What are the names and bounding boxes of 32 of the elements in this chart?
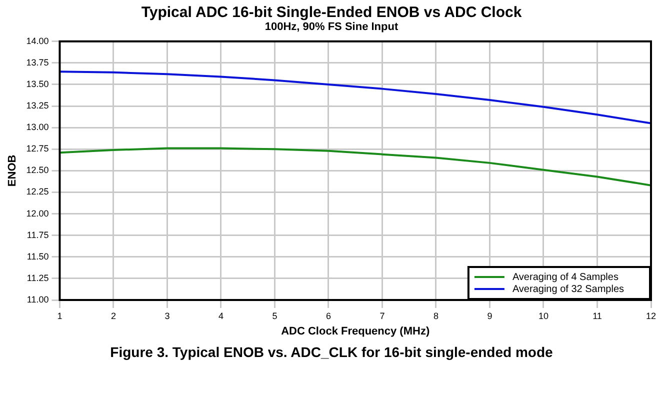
x-tick-label: 1 [57, 310, 62, 321]
x-tick-label: 4 [218, 310, 224, 321]
y-tick-label: 13.50 [26, 78, 49, 89]
x-tick-label: 3 [164, 310, 170, 321]
x-tick-label: 7 [380, 310, 385, 321]
caption: Figure 3. Typical ENOB vs. ADC_CLK for 16-bit single-ended mode [109, 344, 554, 360]
x-tick-label: 8 [433, 310, 438, 321]
y-tick-label: 13.00 [26, 122, 49, 132]
x-tick-label: 12 [646, 310, 656, 321]
y-tick-label: 13.75 [26, 57, 49, 68]
chart-subtitle: 100Hz, 90% FS Sine Input [264, 21, 400, 33]
y-tick-label: 11.00 [26, 294, 49, 304]
y-tick-label: 11.50 [26, 251, 49, 262]
y-tick-label: 11.25 [26, 272, 49, 283]
y-tick-label: 13.25 [26, 100, 49, 111]
x-tick-label: 2 [110, 310, 116, 321]
y-tick-label: 12.25 [26, 186, 49, 197]
y-tick-label: 14.00 [26, 36, 49, 46]
legend-label: Averaging of 32 Samples [512, 284, 624, 295]
x-tick-label: 5 [272, 310, 278, 321]
x-tick-label: 6 [326, 310, 331, 321]
x-axis-title: ADC Clock Frequency (MHz) [281, 325, 430, 338]
x-tick-label: 11 [592, 310, 602, 321]
y-tick-label: 12.75 [26, 144, 49, 154]
y-tick-label: 12.50 [26, 165, 49, 176]
y-axis-title: ENOB [6, 154, 19, 187]
x-tick-label: 9 [487, 310, 492, 321]
chart-title: Typical ADC 16-bit Single-Ended ENOB vs ADC Clock [140, 4, 523, 21]
y-tick-label: 11.75 [26, 230, 49, 240]
legend-label: Averaging of 4 Samples [512, 272, 618, 283]
x-tick-label: 10 [538, 310, 549, 321]
y-tick-label: 12.00 [26, 208, 49, 218]
